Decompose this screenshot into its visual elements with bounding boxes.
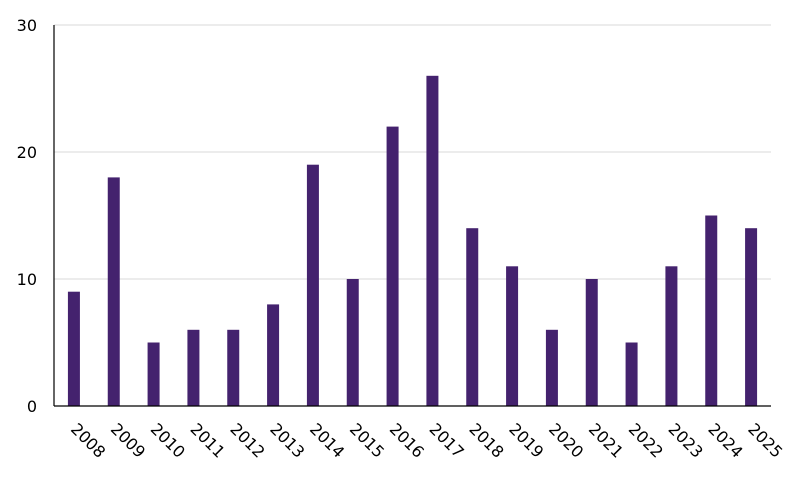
x-tick-label-2018: 2018 xyxy=(465,419,507,461)
bar-2021 xyxy=(585,279,598,406)
bar-2012 xyxy=(227,329,240,406)
bar-2023 xyxy=(665,266,678,406)
bar-2013 xyxy=(267,304,280,406)
bar-2015 xyxy=(346,279,359,406)
x-tick-label-2024: 2024 xyxy=(704,419,746,461)
bar-2016 xyxy=(386,126,399,406)
y-tick-label-10: 10 xyxy=(17,270,37,289)
y-tick-label-20: 20 xyxy=(17,143,37,162)
bar-2010 xyxy=(147,342,160,406)
x-tick-label-2013: 2013 xyxy=(266,419,308,461)
y-tick-labels: 0 10 20 30 xyxy=(17,16,37,416)
x-tick-label-2009: 2009 xyxy=(107,419,149,461)
grid-lines xyxy=(54,24,771,280)
bar-2018 xyxy=(466,228,479,406)
bar-2011 xyxy=(187,329,200,406)
y-tick-label-30: 30 xyxy=(17,16,37,35)
bar-2020 xyxy=(545,329,558,406)
bar-2019 xyxy=(506,266,519,406)
x-tick-labels: 2008200920102011201220132014201520162017… xyxy=(67,419,786,461)
x-tick-label-2014: 2014 xyxy=(306,419,348,461)
x-tick-label-2023: 2023 xyxy=(665,419,707,461)
bar-2022 xyxy=(625,342,638,406)
x-tick-label-2019: 2019 xyxy=(505,419,547,461)
x-tick-label-2015: 2015 xyxy=(346,419,388,461)
axes xyxy=(53,25,771,407)
x-tick-label-2017: 2017 xyxy=(426,419,468,461)
bar-2025 xyxy=(745,228,758,406)
x-tick-label-2008: 2008 xyxy=(67,419,109,461)
bar-2024 xyxy=(705,215,718,406)
y-tick-label-0: 0 xyxy=(27,397,37,416)
x-tick-label-2012: 2012 xyxy=(226,419,268,461)
bar-2017 xyxy=(426,75,439,407)
x-tick-label-2016: 2016 xyxy=(386,419,428,461)
x-tick-label-2020: 2020 xyxy=(545,419,587,461)
bars xyxy=(67,75,758,407)
x-tick-label-2025: 2025 xyxy=(744,419,786,461)
bar-2008 xyxy=(67,291,80,406)
x-tick-label-2022: 2022 xyxy=(625,419,667,461)
x-tick-label-2011: 2011 xyxy=(187,419,229,461)
bar-2014 xyxy=(306,164,319,406)
x-tick-label-2021: 2021 xyxy=(585,419,627,461)
bar-2009 xyxy=(107,177,120,406)
x-tick-label-2010: 2010 xyxy=(147,419,189,461)
